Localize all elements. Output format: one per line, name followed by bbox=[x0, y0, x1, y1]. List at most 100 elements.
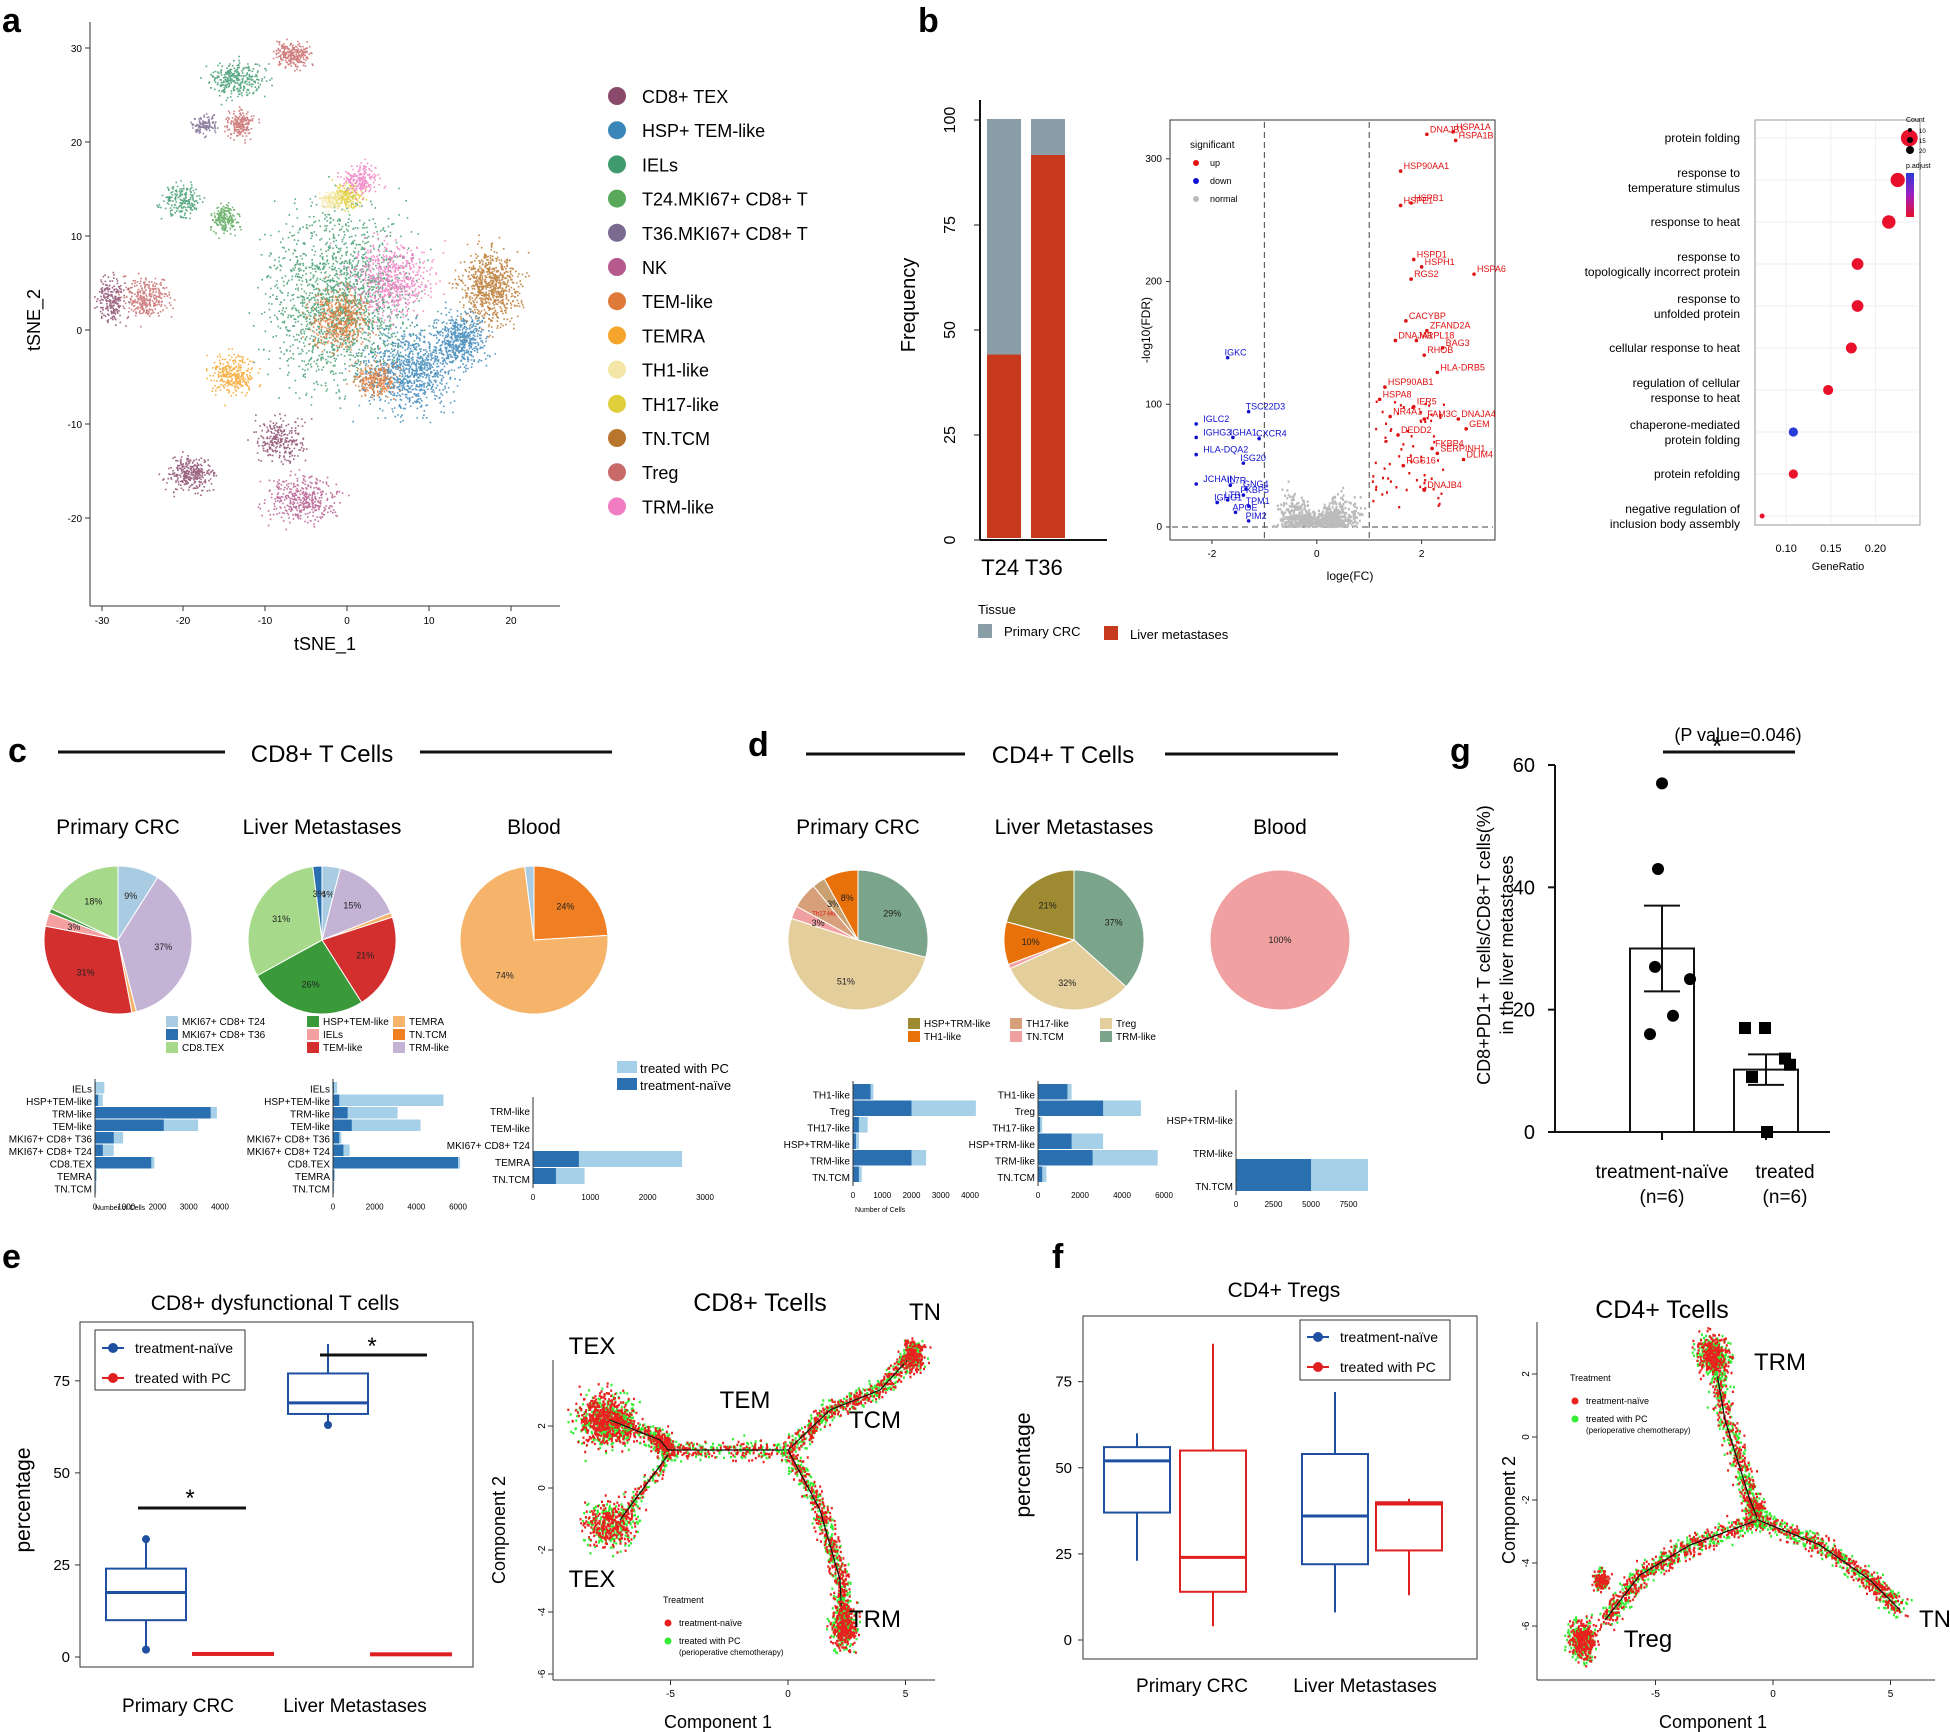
legend-label-0: CD8+ TEX bbox=[642, 87, 728, 107]
down-point-5 bbox=[1257, 436, 1261, 441]
gene-label-down-7: ISG20 bbox=[1240, 453, 1266, 463]
bar-legend-naive: treatment-naïve bbox=[640, 1078, 731, 1093]
cd4-pie-1-slice-1 bbox=[1009, 939, 1127, 1011]
cd4-bars-primary-tick-2: 2000 bbox=[903, 1191, 921, 1200]
gene-label-down-2: IGLC2 bbox=[1203, 414, 1229, 424]
pd1-tick-label: 60 bbox=[1513, 755, 1535, 777]
cd8-legend-swatch-8 bbox=[393, 1042, 405, 1053]
cd8-bars-primary-tick-4: 4000 bbox=[211, 1203, 229, 1212]
legend-label-7: TEMRA bbox=[642, 326, 705, 346]
frequency-y-label: Frequency bbox=[898, 258, 920, 353]
cd4-state-0: TRM bbox=[1754, 1349, 1806, 1376]
pd1-naive-point-3 bbox=[1667, 1009, 1679, 1022]
volcano-legend: up down normal bbox=[1193, 158, 1238, 204]
bar-primary-T24 bbox=[987, 119, 1021, 355]
legend-label-2: IELs bbox=[642, 155, 678, 175]
cd8-bars-liver-cat-4: MKI67+ CD8+ T36 bbox=[247, 1135, 331, 1146]
traj-x-tick-label: -5 bbox=[1651, 1689, 1660, 1700]
gene-label-down-13: IGHG1 bbox=[1214, 492, 1242, 502]
legend-dot-7 bbox=[608, 326, 626, 345]
up-point-10 bbox=[1404, 319, 1408, 323]
go-dot-1 bbox=[1890, 172, 1905, 188]
cd8-state-1: TEM bbox=[720, 1387, 771, 1414]
cd4-trajectory-legend: Treatment treatment-naïve treated with PC (… bbox=[1570, 1373, 1691, 1435]
gene-label-up-28: RGS16 bbox=[1406, 456, 1436, 466]
cd8-box-star-liver: * bbox=[367, 1333, 376, 1360]
gene-label-up-10: CACYBP bbox=[1409, 311, 1446, 321]
padjust-legend-title: p.adjust bbox=[1906, 163, 1931, 170]
traj-legend-pc: treated with PC bbox=[1586, 1414, 1648, 1424]
f-box-tick-label: 25 bbox=[1055, 1546, 1072, 1563]
e-legend-label-1: treated with PC bbox=[135, 1370, 231, 1386]
cd4-bars-primary-cat-4: TRM-like bbox=[810, 1157, 850, 1168]
tsne-x-label: tSNE_1 bbox=[294, 634, 356, 655]
cd4-bars-liver-naive-0 bbox=[1038, 1084, 1068, 1100]
traj-legend-naive: treatment-naïve bbox=[679, 1618, 742, 1628]
up-point-28 bbox=[1401, 463, 1406, 468]
pd1-naive-point-0 bbox=[1656, 777, 1668, 790]
cd8-bars-liver-cat-7: TEMRA bbox=[295, 1172, 330, 1183]
e-legend-label-0: treatment-naïve bbox=[135, 1340, 233, 1356]
legend-swatch-liver bbox=[1104, 626, 1118, 640]
go-term-1: response to temperature stimulus bbox=[1628, 166, 1740, 195]
down-point-15 bbox=[1233, 510, 1238, 515]
gene-label-up-27: DLIM4 bbox=[1467, 450, 1494, 460]
e-legend-dot-0 bbox=[108, 1343, 118, 1353]
gene-label-down-1: TSC22D3 bbox=[1246, 402, 1286, 412]
cd8-bars-primary-cat-3: TEM-like bbox=[53, 1122, 93, 1133]
gene-label-down-8: JCHAIN bbox=[1203, 474, 1236, 484]
up-point-14 bbox=[1440, 346, 1445, 350]
up-point-13 bbox=[1414, 338, 1419, 343]
cd4-legend-swatch-4 bbox=[1100, 1018, 1112, 1029]
bar-liver-T24 bbox=[987, 354, 1021, 538]
cd4-pie-2-slice-0 bbox=[1209, 869, 1351, 1011]
gene-label-up-13: MRPL18 bbox=[1419, 330, 1454, 340]
legend-dot-9 bbox=[608, 394, 626, 413]
down-point-4 bbox=[1231, 435, 1235, 440]
cd8-state-0: TEX bbox=[569, 1333, 616, 1360]
cd4-pie-legend: HSP+TRM-like TH1-like TH17-like TN.TCM Treg T… bbox=[908, 1018, 1156, 1043]
cd4-box-cat-primary: Primary CRC bbox=[1136, 1676, 1248, 1697]
cd4-pie-0-slice-0 bbox=[857, 869, 929, 959]
cd4-pie-0-label-5: 8% bbox=[841, 893, 854, 903]
cd4-legend-label-5: TRM-like bbox=[1116, 1032, 1156, 1043]
tsne-cluster-5 bbox=[113, 272, 176, 328]
cd4-box-y-ticks: 75 50 25 0 bbox=[1055, 1374, 1083, 1649]
x-tick-label: -30 bbox=[95, 616, 110, 627]
gene-label-up-19: IER5 bbox=[1417, 397, 1437, 407]
cd8-pie-1-slice-5 bbox=[247, 866, 323, 977]
legend-dot-8 bbox=[608, 360, 626, 379]
cd8-bars-primary-cat-4: MKI67+ CD8+ T36 bbox=[9, 1135, 93, 1146]
cd4-bars-blood-tick-2: 5000 bbox=[1302, 1200, 1320, 1209]
cd4-bars-liver-tick-0: 0 bbox=[1036, 1191, 1041, 1200]
cd8-bars-liver-pc-1 bbox=[333, 1094, 444, 1106]
cd8-bars-liver-naive-6 bbox=[333, 1157, 458, 1169]
cd4-bars-liver-naive-2 bbox=[1038, 1117, 1041, 1133]
go-x-label: GeneRatio bbox=[1812, 561, 1865, 573]
cd4-bars-primary-tick-4: 4000 bbox=[961, 1191, 979, 1200]
pd1-treated-point-5 bbox=[1761, 1126, 1773, 1138]
tsne-y-ticks: 30 20 10 0 -10 -20 bbox=[68, 44, 90, 525]
cd4-box-y-label: percentage bbox=[1012, 1412, 1035, 1517]
tsne-cluster-16 bbox=[318, 191, 342, 212]
traj-y-tick-label: 0 bbox=[537, 1485, 548, 1491]
cd8-pie-0-slice-6 bbox=[50, 865, 119, 941]
cd8-bars-primary-naive-5 bbox=[95, 1144, 103, 1156]
up-point-24 bbox=[1396, 433, 1400, 437]
pd1-y-ticks: 60 40 20 0 bbox=[1513, 755, 1555, 1144]
cd8-bars-liver-tick-0: 0 bbox=[331, 1203, 336, 1212]
cd8-naive-primary-box bbox=[105, 1567, 187, 1622]
volcano-x-label: loge(FC) bbox=[1327, 569, 1374, 583]
cd8-box-y-ticks: 75 50 25 0 bbox=[53, 1373, 80, 1666]
cd8-dysfunctional-boxplot bbox=[79, 1321, 474, 1668]
legend-dot-0 bbox=[608, 87, 626, 105]
go-term-4: response to unfolded protein bbox=[1654, 292, 1740, 321]
gene-label-up-3: HSP90AA1 bbox=[1404, 161, 1450, 171]
cd8-pie-2-slice-1 bbox=[459, 866, 609, 1015]
tsne-cluster-15 bbox=[190, 113, 219, 139]
bar-legend-treated: treated with PC bbox=[640, 1061, 729, 1076]
legend-dot-3 bbox=[608, 189, 626, 208]
